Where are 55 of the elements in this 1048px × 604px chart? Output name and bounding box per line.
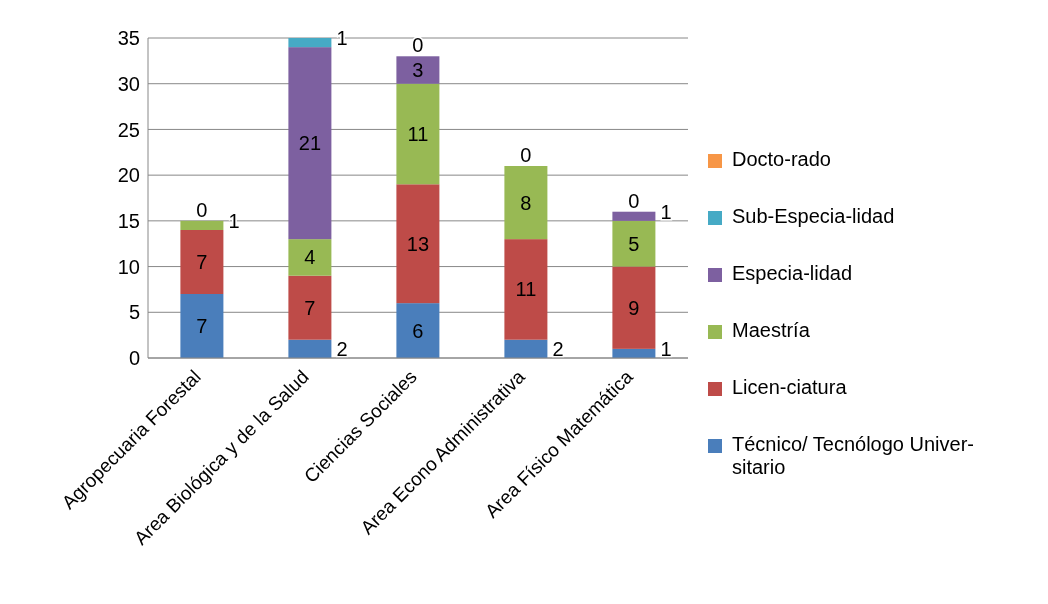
data-label: 1 [660, 200, 672, 223]
data-label: 11 [407, 123, 429, 145]
bar [180, 220, 224, 230]
bar [504, 166, 548, 240]
bar [288, 239, 332, 276]
legend-label: Docto-rado [732, 147, 832, 171]
bar [396, 83, 440, 185]
legend-label: Sub-Especia-lidad [732, 204, 896, 228]
bar [504, 339, 548, 358]
bar [180, 230, 224, 294]
data-label: 4 [304, 246, 316, 269]
y-tick-label: 25 [117, 118, 140, 141]
data-label: 13 [406, 232, 430, 255]
y-tick-label: 10 [117, 255, 140, 278]
data-label: 7 [304, 296, 316, 319]
data-label: 5 [628, 232, 640, 255]
data-label: 2 [336, 337, 348, 360]
bar [612, 266, 656, 349]
y-tick-label: 20 [117, 164, 140, 187]
bar [396, 184, 440, 304]
data-label: 7 [196, 315, 208, 337]
data-label: 8 [520, 191, 532, 214]
y-tick-label: 5 [128, 301, 140, 324]
data-label: 9 [628, 296, 640, 319]
data-label: 0 [412, 34, 424, 57]
legend-label: Técnico/ Tecnólogo Univer-sitario [732, 432, 975, 479]
legend-label: Maestría [732, 318, 811, 342]
bar [612, 211, 656, 221]
bar [288, 339, 332, 358]
data-label: 21 [298, 132, 322, 155]
bar [612, 220, 656, 267]
data-label: 0 [196, 198, 208, 221]
legend-label: Especia-lidad [732, 261, 854, 285]
data-label: 2 [552, 337, 564, 360]
bar [288, 275, 332, 340]
legend-label: Licen-ciatura [732, 375, 848, 399]
bar [288, 38, 332, 48]
bar [396, 56, 440, 84]
y-tick-label: 35 [117, 27, 140, 50]
y-tick-label: 15 [117, 209, 140, 232]
data-label: 3 [412, 59, 424, 81]
data-label: 1 [660, 338, 672, 360]
bar [288, 47, 332, 240]
bar [396, 303, 440, 358]
data-label: 6 [412, 319, 424, 342]
data-label: 0 [628, 189, 640, 212]
y-tick-label: 30 [117, 72, 140, 95]
data-label: 7 [196, 251, 208, 273]
y-tick-label: 0 [128, 347, 140, 370]
data-label: 0 [520, 144, 532, 166]
bar [180, 294, 224, 358]
data-label: 1 [336, 27, 348, 50]
data-label: 11 [515, 278, 537, 301]
bar [504, 239, 548, 340]
data-label: 1 [228, 210, 240, 232]
